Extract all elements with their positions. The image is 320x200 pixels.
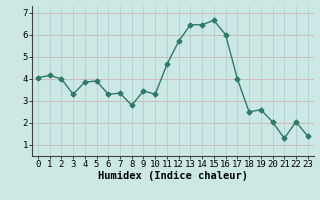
X-axis label: Humidex (Indice chaleur): Humidex (Indice chaleur) (98, 171, 248, 181)
